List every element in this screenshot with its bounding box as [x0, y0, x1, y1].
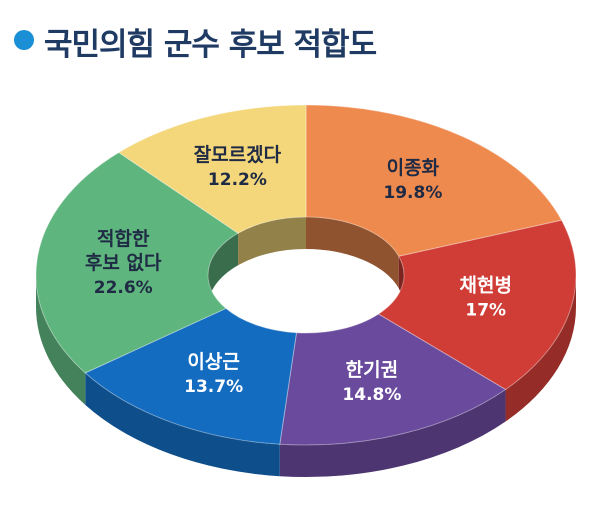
slice-label-2: 한기권 — [346, 359, 398, 381]
slice-3 — [84, 307, 298, 445]
slice-label-1: 채현병 — [460, 275, 512, 297]
slice-label-5: 잘모르겠다 — [194, 144, 282, 166]
slice-label-0: 이종화 — [387, 157, 440, 179]
slice-4 — [35, 151, 240, 374]
slice-side-2 — [279, 389, 506, 477]
slice-value-4: 22.6% — [94, 278, 153, 298]
slice-side-3 — [85, 372, 280, 477]
slice-label-4: 후보 없다 — [85, 252, 162, 274]
slice-5 — [117, 104, 307, 234]
bullet-icon — [14, 30, 34, 50]
slice-side-4 — [36, 275, 86, 405]
slice-inner-wall-4-1 — [208, 233, 239, 307]
slice-inner-wall-5-1 — [238, 217, 306, 266]
chart-top — [35, 104, 577, 446]
chart-header: 국민의힘 군수 후보 적합도 — [0, 0, 600, 80]
slice-0 — [305, 104, 563, 257]
slice-2 — [279, 313, 507, 446]
slice-value-5: 12.2% — [208, 170, 267, 190]
slice-value-0: 19.8% — [383, 183, 442, 203]
chart-title: 국민의힘 군수 후보 적합도 — [44, 27, 377, 63]
slice-value-3: 13.7% — [184, 377, 243, 397]
slice-label-4: 적합한 — [97, 228, 150, 250]
slice-label-3: 이상근 — [187, 351, 239, 373]
slice-inner-wall-0-0 — [306, 217, 399, 289]
slice-1 — [377, 219, 577, 391]
slice-side-1 — [505, 275, 576, 422]
slice-value-2: 14.8% — [342, 385, 401, 405]
slice-value-1: 17% — [465, 301, 506, 321]
